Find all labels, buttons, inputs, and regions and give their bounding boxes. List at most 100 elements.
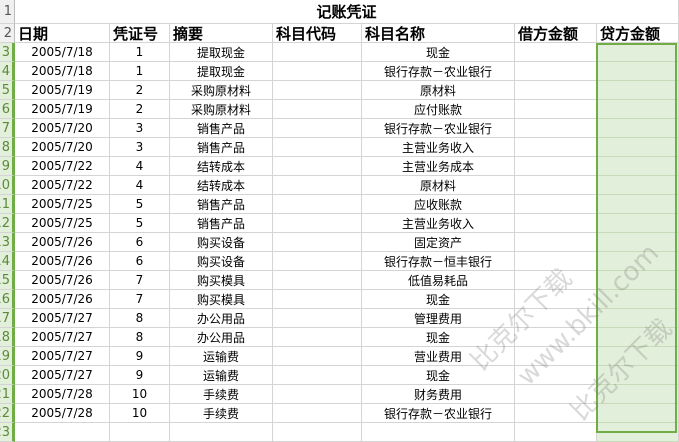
cell-account-code[interactable] — [273, 385, 362, 404]
cell-debit[interactable] — [515, 100, 597, 119]
row-header[interactable]: 12 — [0, 214, 15, 233]
cell-account-name[interactable]: 银行存款－农业银行 — [362, 404, 515, 423]
cell-summary[interactable]: 手续费 — [170, 385, 273, 404]
cell-account-name[interactable]: 应收账款 — [362, 195, 515, 214]
cell-debit[interactable] — [515, 43, 597, 62]
cell-account-code[interactable] — [273, 347, 362, 366]
row-header[interactable]: 19 — [0, 347, 15, 366]
cell-credit[interactable] — [597, 328, 679, 347]
cell-account-code[interactable] — [273, 309, 362, 328]
cell-account-name[interactable]: 银行存款－农业银行 — [362, 119, 515, 138]
cell-summary[interactable]: 购买设备 — [170, 252, 273, 271]
cell-voucher-no[interactable] — [110, 423, 170, 442]
cell-debit[interactable] — [515, 214, 597, 233]
cell-voucher-no[interactable]: 2 — [110, 81, 170, 100]
cell-credit[interactable] — [597, 290, 679, 309]
cell-credit[interactable] — [597, 43, 679, 62]
cell-voucher-no[interactable]: 5 — [110, 195, 170, 214]
row-header[interactable]: 16 — [0, 290, 15, 309]
row-header[interactable]: 22 — [0, 404, 15, 423]
row-header[interactable]: 1 — [0, 0, 15, 24]
cell-credit[interactable] — [597, 252, 679, 271]
cell-summary[interactable]: 销售产品 — [170, 119, 273, 138]
cell-debit[interactable] — [515, 366, 597, 385]
row-header[interactable]: 11 — [0, 195, 15, 214]
cell-date[interactable]: 2005/7/26 — [15, 271, 110, 290]
cell-summary[interactable]: 提取现金 — [170, 43, 273, 62]
cell-debit[interactable] — [515, 347, 597, 366]
cell-date[interactable]: 2005/7/18 — [15, 43, 110, 62]
header-summary[interactable]: 摘要 — [170, 24, 273, 43]
cell-account-code[interactable] — [273, 176, 362, 195]
cell-voucher-no[interactable]: 7 — [110, 271, 170, 290]
cell-account-name[interactable]: 现金 — [362, 328, 515, 347]
cell-voucher-no[interactable]: 9 — [110, 347, 170, 366]
cell-account-code[interactable] — [273, 100, 362, 119]
cell-account-name[interactable]: 现金 — [362, 290, 515, 309]
cell-date[interactable]: 2005/7/20 — [15, 138, 110, 157]
cell-account-name[interactable]: 现金 — [362, 366, 515, 385]
cell-debit[interactable] — [515, 252, 597, 271]
cell-credit[interactable] — [597, 366, 679, 385]
header-account-name[interactable]: 科目名称 — [362, 24, 515, 43]
cell-credit[interactable] — [597, 404, 679, 423]
cell-summary[interactable]: 购买模具 — [170, 290, 273, 309]
cell-credit[interactable] — [597, 157, 679, 176]
cell-summary[interactable]: 购买模具 — [170, 271, 273, 290]
cell-debit[interactable] — [515, 157, 597, 176]
cell-account-code[interactable] — [273, 81, 362, 100]
cell-debit[interactable] — [515, 309, 597, 328]
cell-account-name[interactable]: 银行存款－农业银行 — [362, 62, 515, 81]
cell-date[interactable]: 2005/7/22 — [15, 176, 110, 195]
cell-voucher-no[interactable]: 7 — [110, 290, 170, 309]
cell-account-name[interactable]: 现金 — [362, 43, 515, 62]
cell-debit[interactable] — [515, 138, 597, 157]
cell-account-name[interactable]: 主营业务收入 — [362, 214, 515, 233]
cell-credit[interactable] — [597, 100, 679, 119]
cell-account-code[interactable] — [273, 290, 362, 309]
cell-debit[interactable] — [515, 385, 597, 404]
cell-account-code[interactable] — [273, 404, 362, 423]
cell-voucher-no[interactable]: 2 — [110, 100, 170, 119]
cell-account-code[interactable] — [273, 195, 362, 214]
cell-voucher-no[interactable]: 5 — [110, 214, 170, 233]
cell-summary[interactable]: 运输费 — [170, 366, 273, 385]
cell-account-name[interactable]: 财务费用 — [362, 385, 515, 404]
cell-voucher-no[interactable]: 4 — [110, 176, 170, 195]
cell-debit[interactable] — [515, 62, 597, 81]
cell-debit[interactable] — [515, 290, 597, 309]
cell-date[interactable]: 2005/7/28 — [15, 385, 110, 404]
cell-summary[interactable]: 结转成本 — [170, 157, 273, 176]
cell-account-code[interactable] — [273, 119, 362, 138]
row-header[interactable]: 21 — [0, 385, 15, 404]
cell-debit[interactable] — [515, 404, 597, 423]
cell-credit[interactable] — [597, 214, 679, 233]
cell-summary[interactable]: 销售产品 — [170, 138, 273, 157]
cell-credit[interactable] — [597, 385, 679, 404]
row-header[interactable]: 2 — [0, 24, 15, 43]
cell-date[interactable]: 2005/7/22 — [15, 157, 110, 176]
cell-account-name[interactable]: 固定资产 — [362, 233, 515, 252]
cell-debit[interactable] — [515, 271, 597, 290]
cell-account-code[interactable] — [273, 214, 362, 233]
cell-date[interactable]: 2005/7/25 — [15, 195, 110, 214]
cell-account-code[interactable] — [273, 328, 362, 347]
cell-voucher-no[interactable]: 6 — [110, 233, 170, 252]
cell-debit[interactable] — [515, 176, 597, 195]
cell-account-name[interactable]: 营业费用 — [362, 347, 515, 366]
cell-debit[interactable] — [515, 328, 597, 347]
row-header[interactable]: 8 — [0, 138, 15, 157]
cell-account-name[interactable]: 主营业务收入 — [362, 138, 515, 157]
cell-date[interactable]: 2005/7/25 — [15, 214, 110, 233]
cell-voucher-no[interactable]: 4 — [110, 157, 170, 176]
cell-date[interactable]: 2005/7/18 — [15, 62, 110, 81]
cell-summary[interactable]: 采购原材料 — [170, 81, 273, 100]
row-header[interactable]: 9 — [0, 157, 15, 176]
cell-voucher-no[interactable]: 6 — [110, 252, 170, 271]
cell-date[interactable]: 2005/7/28 — [15, 404, 110, 423]
cell-voucher-no[interactable]: 10 — [110, 385, 170, 404]
header-voucher-no[interactable]: 凭证号 — [110, 24, 170, 43]
cell-voucher-no[interactable]: 3 — [110, 138, 170, 157]
cell-credit[interactable] — [597, 347, 679, 366]
cell-summary[interactable]: 办公用品 — [170, 309, 273, 328]
